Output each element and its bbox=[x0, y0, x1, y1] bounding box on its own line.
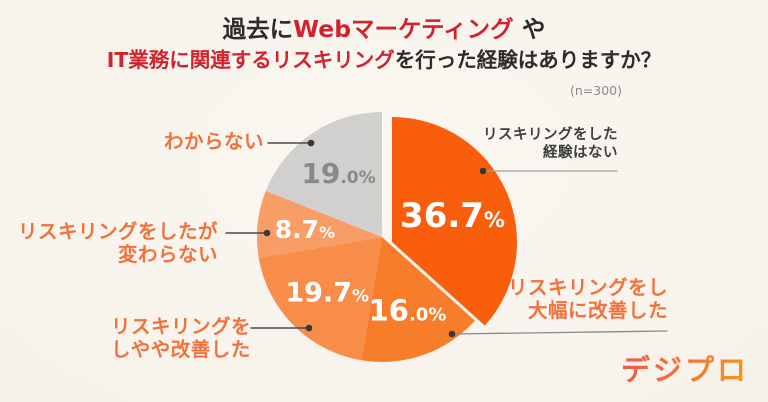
callout-text: しやや改善した bbox=[111, 338, 251, 361]
leader-dot-big-improve bbox=[448, 330, 456, 338]
pie-percent-label-1: 16.0% bbox=[369, 294, 447, 328]
pie-slice-1 bbox=[361, 237, 475, 362]
title-text-highlight-web-marketing: Webマーケティング bbox=[293, 15, 514, 43]
callout-lines-group bbox=[225, 139, 668, 338]
title-line-2: IT業務に関連するリスキリングを行った経験はありますか？ bbox=[0, 48, 768, 74]
callout-text: リスキリングをしたが bbox=[17, 220, 218, 243]
callout-text: リスキリングをし bbox=[507, 276, 668, 299]
title-text-dark: 過去に bbox=[222, 15, 294, 43]
leader-dot-no-change bbox=[263, 229, 271, 237]
title-text-dark: を行った経験はありますか？ bbox=[394, 48, 662, 73]
callout-text: 変わらない bbox=[117, 243, 218, 266]
callout-no-experience: リスキリングをした 経験はない bbox=[483, 126, 618, 162]
page-title: 過去にWebマーケティング や IT業務に関連するリスキリングを行った経験はあり… bbox=[0, 15, 768, 74]
sample-size: (n=300) bbox=[569, 83, 622, 98]
title-text-dark: や bbox=[513, 15, 546, 43]
pie-percent-label-4: 19.0% bbox=[301, 157, 375, 190]
callout-text: リスキリングを bbox=[111, 315, 252, 338]
pie-slices-group: 36.7% 16.0%19.7% 8.7% 19.0% bbox=[257, 111, 517, 362]
callout-unknown: わからない bbox=[164, 130, 264, 153]
leader-dot-unknown bbox=[307, 139, 315, 147]
pie-slice-3 bbox=[257, 190, 382, 258]
callout-text: 経験はない bbox=[543, 145, 618, 161]
pie-percent-label-3: 8.7% bbox=[275, 215, 335, 244]
leader-line-big-improve bbox=[451, 330, 668, 335]
callout-text: 大幅に改善した bbox=[527, 299, 668, 322]
title-line-1: 過去にWebマーケティング や bbox=[0, 15, 768, 44]
title-text-highlight-reskilling: IT業務に関連するリスキリング bbox=[106, 48, 395, 73]
callout-big-improve: リスキリングをし 大幅に改善した bbox=[508, 276, 668, 322]
pie-slice-2 bbox=[258, 237, 382, 361]
callout-no-change: リスキリングをしたが 変わらない bbox=[18, 220, 218, 266]
pie-slice-0 bbox=[392, 117, 517, 326]
callout-text: わからない bbox=[164, 130, 265, 153]
pie-slice-4 bbox=[265, 111, 382, 237]
callout-text: リスキリングをした bbox=[483, 127, 618, 143]
callout-slight-improve: リスキリングを しやや改善した bbox=[111, 315, 251, 361]
leader-dot-slight-improve bbox=[305, 324, 313, 332]
brand-logo: デジプロ bbox=[621, 353, 749, 387]
brand-logo-text: デジプロ bbox=[621, 353, 749, 387]
pie-percent-label-0: 36.7% bbox=[400, 196, 505, 236]
pie-percent-label-2: 19.7% bbox=[285, 278, 369, 309]
leader-dot-no-experience bbox=[479, 167, 487, 175]
